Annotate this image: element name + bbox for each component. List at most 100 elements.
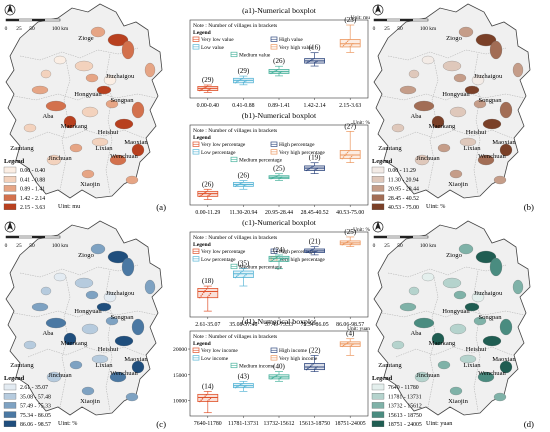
scalebar-label: 0 [5,26,8,32]
data-point [237,184,239,186]
map-region [96,302,112,312]
map-region [431,115,445,129]
place-label: Lixian [463,362,481,369]
count-label: (27) [344,122,356,130]
scalebar-label: 100 km [52,26,69,32]
data-point [345,343,347,345]
map-region [489,257,503,277]
data-point [280,70,283,73]
data-point [274,70,276,72]
charts-layer: (a1)-Numerical boxplot Unit: mu Note : Num… [173,6,370,427]
map-legend-label: 0.00 - 11.29 [388,168,416,174]
box-3: (25) 20.95-28.44 [265,165,293,216]
data-point [307,251,309,253]
data-point [344,344,346,346]
map-legend-swatch [371,393,385,400]
data-point [204,191,206,194]
place-label: Zamtang [378,145,402,152]
data-point [349,345,351,347]
place-label: Maerkang [61,123,88,130]
data-point [342,156,345,158]
place-label: Xiaojin [80,181,100,188]
count-label: (21) [309,238,321,246]
map-legend-swatch [371,420,385,427]
legend-label: High value [279,37,303,43]
category-label: 15613-18750 [299,421,330,427]
data-point [245,274,247,276]
map-region [512,62,524,78]
data-point [316,250,318,252]
north-arrow-needle [7,221,13,230]
chart-unit: Unit: mu [351,15,371,21]
map-legend-swatch [371,185,385,192]
map-legend-swatch [371,383,385,391]
map-region [40,286,52,296]
map-region [53,272,67,282]
map-region [482,118,502,130]
category-label: 11.30-20.94 [229,210,257,216]
map-region [471,291,485,303]
map-legend-label: 11781 - 13731 [388,394,422,400]
legend-label: High percentage [279,142,315,148]
map-region [131,360,145,374]
map-region [125,392,139,402]
map-region [453,290,467,300]
map-region [109,371,127,383]
place-label: Heishui [98,346,119,353]
data-point [345,42,347,44]
data-point [205,86,208,88]
data-point [275,375,278,377]
data-point [234,185,237,188]
legend-label: Very low income [201,348,238,354]
map-legend-swatch [371,194,385,201]
data-point [203,396,205,399]
chart-unit: Unit: yuan [347,326,370,332]
chart-title: (d1)-Numerical boxplot [242,317,317,326]
data-point [346,151,349,154]
legend-label: Very low percentage [201,249,246,255]
data-point [276,374,279,376]
data-point [348,341,350,343]
data-point [209,88,212,90]
place-label: Hongyuan [442,308,470,315]
data-point [272,176,275,179]
map-legend-label: 18751 - 24005 [388,422,422,428]
map-region [499,360,513,374]
category-label: 13732-15612 [264,421,295,427]
data-point [312,248,314,250]
category-label: 35.08-57.48 [229,322,257,328]
map-legend-swatch [3,176,17,183]
map-region [499,101,513,119]
count-label: (29) [238,67,250,75]
map-legend-label: 13732 - 15612 [388,404,422,410]
data-point [271,177,274,179]
legend-label: Very high percentage [279,257,325,263]
data-point [238,79,241,81]
data-point [207,195,209,197]
panel-letter: (b) [524,202,534,212]
map-region [90,243,106,255]
data-point [350,155,353,158]
data-point [311,364,313,366]
data-point [244,184,246,187]
data-point [278,72,280,74]
box-5: (25) 86.06-98.57 [336,228,364,328]
place-label: Maoxian [492,356,516,363]
place-label: Aba [43,113,54,120]
legend-label: Very high value [279,45,314,51]
data-point [270,177,272,180]
map-region [121,40,135,60]
place-label: Songpan [110,314,134,321]
data-point [237,80,239,82]
map-region [107,33,129,47]
map-region [69,143,83,153]
data-point [209,193,212,195]
category-label: 11781-13731 [228,421,259,427]
scalebar-segment [6,19,19,21]
scalebar-label: 25 [384,26,390,32]
count-label: (16) [309,44,321,52]
map-region [105,99,119,109]
map-region [458,243,474,255]
plot-frame [189,231,369,318]
place-label: Jiuzhaigou [106,73,135,80]
